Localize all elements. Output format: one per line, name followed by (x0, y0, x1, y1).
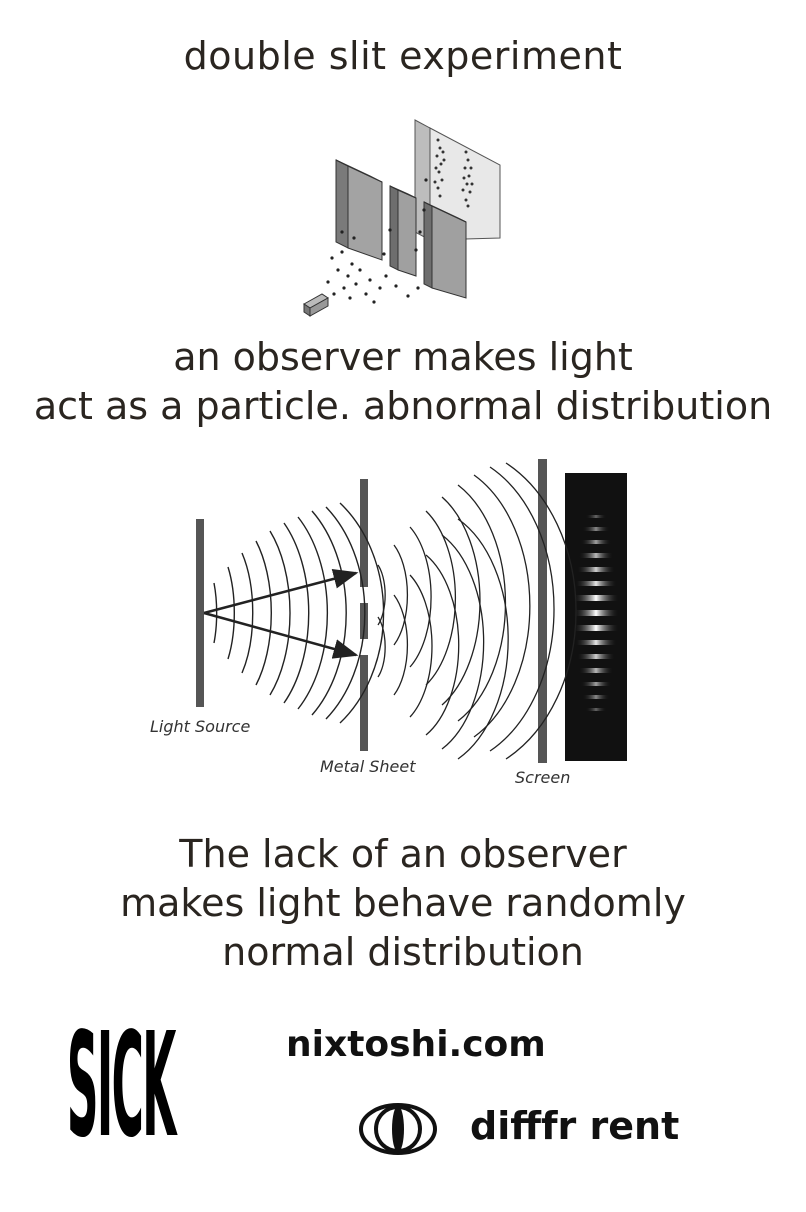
wave-diagram (196, 459, 627, 763)
barrier-right-side (423, 201, 433, 289)
barrier-right-top (423, 201, 467, 223)
arrow-to-lower-slit (203, 611, 359, 659)
no-observer-caption-line1: The lack of an observer (179, 832, 627, 876)
barrier-left-top (335, 159, 383, 183)
sick-logo: SICK (66, 1001, 177, 1170)
observer-caption-line1: an observer makes light (173, 335, 633, 379)
screen-label: Screen (515, 768, 571, 787)
arrow-to-upper-slit (203, 569, 359, 615)
screen-bar (538, 459, 547, 763)
barrier-middle-side (389, 185, 399, 271)
observer-caption: an observer makes light act as a particl… (0, 333, 806, 431)
page-title: double slit experiment (183, 34, 623, 78)
light-source-label: Light Source (150, 717, 251, 736)
upper-slit-wavefronts (377, 462, 577, 760)
detector-screen (429, 127, 501, 241)
website-link[interactable]: nixtoshi.com (286, 1024, 546, 1065)
metal-sheet-label: Metal Sheet (320, 757, 416, 776)
particle-stream (326, 178, 428, 304)
lower-slit-wavefronts (377, 518, 509, 760)
observer-caption-line2: act as a particle. abnormal distribution (33, 384, 773, 428)
source-wavefronts (213, 502, 385, 724)
metal-sheet-bottom (360, 655, 368, 751)
interference-fringes (572, 515, 620, 711)
brand-name: difffr rent (470, 1104, 680, 1148)
barrier-left-side (335, 159, 349, 249)
particle-diagram (303, 119, 501, 317)
no-observer-caption: The lack of an observer makes light beha… (0, 830, 806, 977)
no-observer-caption-line3: normal distribution (222, 930, 584, 974)
eye-icon (359, 1103, 437, 1155)
no-observer-caption-line2: makes light behave randomly (120, 881, 686, 925)
particle-hits-on-screen (433, 138, 474, 208)
light-source-bar (196, 519, 204, 707)
barrier-middle-top (389, 185, 417, 199)
barrier-middle-front (397, 189, 417, 277)
